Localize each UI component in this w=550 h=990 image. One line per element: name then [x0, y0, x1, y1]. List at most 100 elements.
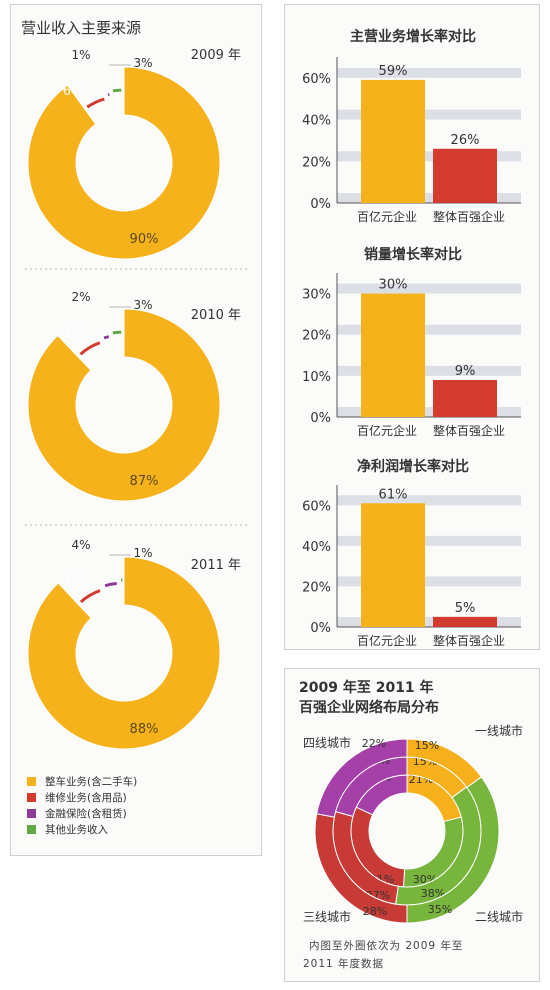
revenue-legend: 整车业务(含二手车) 维修业务(含用品) 金融保险(含租赁) 其他业务收入: [27, 773, 137, 837]
revenue-chart-title: 营业收入主要来源: [21, 19, 141, 37]
bar-value-label: 30%: [379, 278, 408, 293]
grid-band: [337, 193, 521, 203]
legend-label: 整车业务(含二手车): [45, 775, 138, 788]
y-tick-label: 20%: [302, 155, 331, 170]
y-tick-label: 40%: [302, 114, 331, 129]
category-label: 三线城市: [303, 909, 351, 924]
y-tick-label: 20%: [302, 329, 331, 344]
donut-slice: [103, 580, 118, 589]
bar-value-label: 9%: [455, 364, 476, 379]
category-label: 四线城市: [303, 735, 351, 750]
bar-chart-title: 净利润增长率对比: [357, 458, 469, 475]
y-tick-label: 0%: [310, 197, 331, 212]
slice-value-label: 6%: [63, 84, 84, 99]
x-category-label: 整体百强企业: [433, 423, 505, 438]
grid-band: [337, 407, 521, 417]
ring-value-label: 28%: [363, 905, 387, 918]
y-tick-label: 20%: [302, 580, 331, 595]
legend-label: 金融保险(含租赁): [45, 807, 127, 820]
network-title-line2: 百强企业网络布局分布: [299, 700, 439, 716]
legend-item: 金融保险(含租赁): [27, 805, 137, 821]
grid-band: [337, 67, 521, 78]
x-category-label: 整体百强企业: [433, 633, 505, 648]
donut-slice: [106, 91, 111, 98]
growth-comparison-panel: 主营业务增长率对比 0% 20% 40% 60% 59% 百亿元企业 26% 整体百强企业 销量增…: [284, 4, 540, 650]
y-tick-label: 60%: [302, 499, 331, 514]
ring-value-label: 22%: [362, 737, 386, 750]
network-note-line2: 2011 年度数据: [303, 958, 385, 970]
legend-item: 维修业务(含用品): [27, 789, 137, 805]
donut-slice: [27, 66, 221, 260]
year-label: 2009 年: [191, 48, 241, 63]
legend-swatch: [27, 824, 36, 834]
grid-band: [337, 365, 521, 376]
grid-band: [337, 109, 521, 120]
grid-band: [337, 283, 521, 294]
revenue-source-panel: 营业收入主要来源 2009 年 90% 6% 1% 3% 2010 年 87% 7% 2% 3% 20…: [10, 4, 262, 856]
bar-value-label: 26%: [451, 133, 480, 148]
donut-slice: [78, 340, 102, 357]
legend-item: 其他业务收入: [27, 821, 137, 837]
category-label: 一线城市: [475, 723, 523, 738]
category-label: 二线城市: [475, 909, 523, 924]
legend-label: 维修业务(含用品): [45, 791, 127, 804]
donut-slice: [119, 577, 124, 583]
year-label: 2010 年: [191, 308, 241, 323]
bar: [433, 379, 497, 417]
x-category-label: 整体百强企业: [433, 209, 505, 224]
slice-value-label: 1%: [71, 48, 90, 62]
bar: [361, 503, 425, 627]
donut-slice: [78, 587, 102, 605]
bar-chart-title: 销量增长率对比: [364, 246, 462, 263]
growth-bar-charts: 主营业务增长率对比0%20%40%60%59%百亿元企业26%整体百强企业销量增…: [302, 28, 521, 648]
y-tick-label: 30%: [302, 288, 331, 303]
slice-value-label: 7%: [63, 574, 84, 589]
legend-label: 其他业务收入: [45, 823, 108, 836]
ring-segment: [316, 738, 408, 818]
network-distribution-panel: 2009 年至 2011 年 百强企业网络布局分布 21%30%31%18%15…: [284, 668, 540, 982]
donut-slice: [27, 556, 221, 750]
bar-value-label: 61%: [379, 487, 408, 502]
slice-value-label: 2%: [71, 290, 90, 304]
donut-slice: [85, 96, 106, 110]
slice-value-label: 3%: [133, 298, 152, 312]
bar-value-label: 5%: [455, 601, 476, 616]
legend-swatch: [27, 776, 36, 786]
slice-value-label: 3%: [133, 56, 152, 70]
slice-value-label: 1%: [133, 546, 152, 560]
legend-swatch: [27, 792, 36, 802]
network-note-line1: 内图至外圈依次为 2009 年至: [309, 940, 464, 952]
revenue-donut-charts: 营业收入主要来源 2009 年 90% 6% 1% 3% 2010 年 87% 7% 2% 3% 20…: [21, 19, 249, 750]
grid-band: [337, 324, 521, 335]
bar-chart-title: 主营业务增长率对比: [350, 28, 476, 45]
bar: [361, 79, 425, 203]
y-tick-label: 0%: [310, 411, 331, 426]
y-tick-label: 40%: [302, 540, 331, 555]
y-tick-label: 60%: [302, 72, 331, 87]
ring-value-label: 35%: [428, 903, 452, 916]
ring-value-label: 38%: [421, 887, 445, 900]
ring-value-label: 15%: [415, 739, 439, 752]
x-category-label: 百亿元企业: [357, 209, 417, 224]
y-tick-label: 0%: [310, 621, 331, 636]
x-category-label: 百亿元企业: [357, 423, 417, 438]
grid-band: [337, 576, 521, 587]
bar: [361, 293, 425, 417]
year-label: 2011 年: [191, 558, 241, 573]
donut-slice: [102, 334, 111, 341]
donut-slice: [111, 87, 123, 94]
donut-slice: [111, 329, 123, 336]
grid-band: [337, 535, 521, 546]
slice-value-label: 90%: [130, 232, 159, 247]
grid-band: [337, 495, 521, 506]
grid-band: [337, 151, 521, 162]
network-title-line1: 2009 年至 2011 年: [299, 680, 434, 696]
bar: [433, 148, 497, 203]
slice-value-label: 88%: [130, 722, 159, 737]
slice-value-label: 4%: [71, 538, 90, 552]
bar-value-label: 59%: [379, 64, 408, 79]
slice-value-label: 7%: [63, 326, 84, 341]
legend-item: 整车业务(含二手车): [27, 773, 137, 789]
bar: [433, 616, 497, 627]
x-category-label: 百亿元企业: [357, 633, 417, 648]
